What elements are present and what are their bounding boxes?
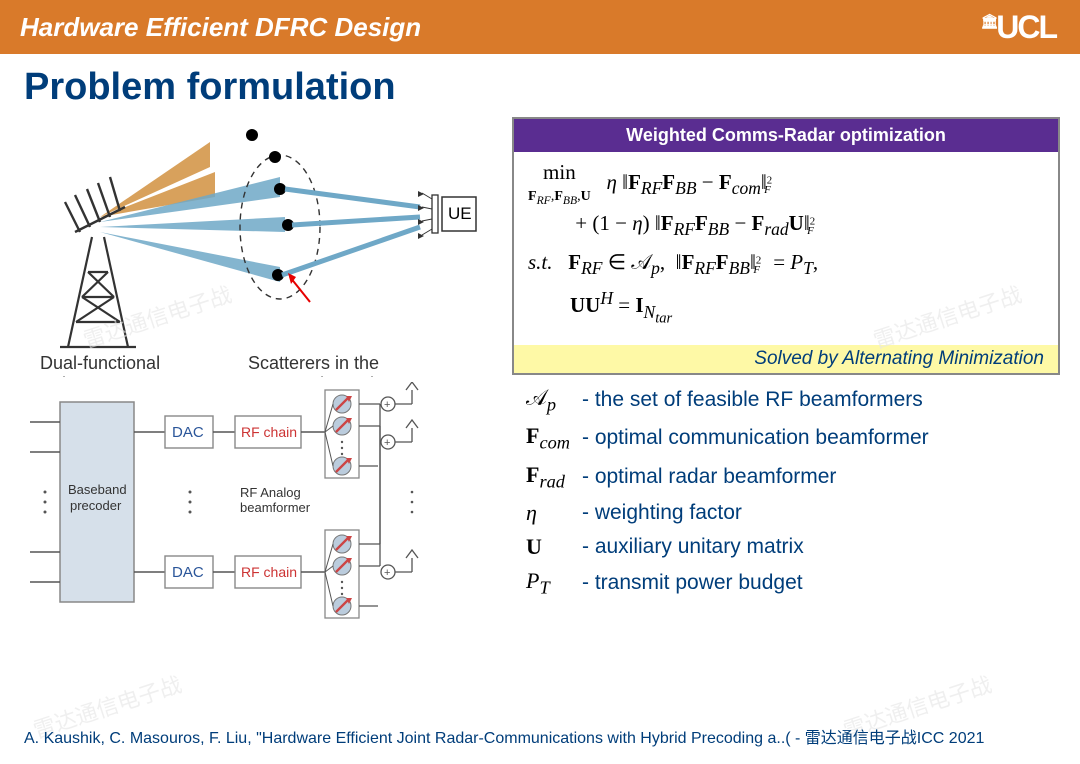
- def-txt: - the set of feasible RF beamformers: [582, 388, 923, 412]
- def-txt: - weighting factor: [582, 501, 742, 525]
- svg-text:Baseband: Baseband: [68, 482, 127, 497]
- def-txt: - transmit power budget: [582, 571, 803, 595]
- def-row: Frad- optimal radar beamformer: [512, 462, 1060, 492]
- def-row: η- weighting factor: [512, 500, 1060, 526]
- opt-line-4: UUH = INtar: [528, 284, 1044, 330]
- def-txt: - optimal communication beamformer: [582, 426, 929, 450]
- svg-text:+: +: [384, 567, 390, 579]
- header-title: Hardware Efficient DFRC Design: [20, 12, 421, 43]
- svg-text:Dual-functional: Dual-functional: [40, 353, 160, 373]
- def-row: U- auxiliary unitary matrix: [512, 534, 1060, 560]
- def-row: PT- transmit power budget: [512, 568, 1060, 598]
- math-column: Weighted Comms-Radar optimization minFRF…: [512, 117, 1060, 637]
- svg-text:precoder: precoder: [70, 498, 122, 513]
- def-txt: - auxiliary unitary matrix: [582, 535, 804, 559]
- def-sym: U: [512, 534, 582, 560]
- optimization-body: minFRF,FBB,U η ‖FRFFBB − Fcom‖2F + (1 − …: [514, 152, 1058, 341]
- svg-text:+: +: [384, 437, 390, 449]
- def-sym: PT: [512, 568, 582, 598]
- system-diagram: UE: [20, 117, 500, 377]
- def-sym: Frad: [512, 462, 582, 492]
- svg-text:UE: UE: [448, 204, 472, 223]
- citation: A. Kaushik, C. Masouros, F. Liu, "Hardwa…: [24, 729, 1056, 750]
- svg-text:RF chain: RF chain: [241, 424, 297, 440]
- svg-text:RF chain: RF chain: [241, 564, 297, 580]
- svg-text:radar-comms BS: radar-comms BS: [40, 374, 175, 377]
- optimization-header: Weighted Comms-Radar optimization: [514, 119, 1058, 152]
- svg-text:RF Analog: RF Analog: [240, 485, 301, 500]
- optimization-box: Weighted Comms-Radar optimization minFRF…: [512, 117, 1060, 375]
- opt-line-3: s.t. FRF ∈ 𝒜p, ‖FRFFBB‖2F = PT,: [528, 245, 1044, 284]
- solved-note: Solved by Alternating Minimization: [514, 345, 1058, 373]
- opt-line-2: + (1 − η) ‖FRFFBB − FradU‖2F: [528, 206, 1044, 245]
- block-diagram: Baseband precoder DAC DAC RF chain RF ch…: [20, 382, 500, 632]
- def-sym: η: [512, 500, 582, 526]
- ucl-logo: 🏛UCL: [980, 9, 1056, 46]
- def-row: 𝒜p- the set of feasible RF beamformers: [512, 385, 1060, 415]
- svg-text:comms channel: comms channel: [248, 374, 374, 377]
- def-row: Fcom- optimal communication beamformer: [512, 423, 1060, 453]
- diagram-column: UE: [20, 117, 500, 637]
- svg-text:DAC: DAC: [172, 564, 204, 581]
- opt-line-1: minFRF,FBB,U η ‖FRFFBB − Fcom‖2F: [528, 162, 1044, 206]
- svg-text:beamformer: beamformer: [240, 500, 311, 515]
- svg-text:DAC: DAC: [172, 424, 204, 441]
- def-sym: 𝒜p: [512, 385, 582, 415]
- section-title: Problem formulation: [24, 66, 1080, 109]
- def-txt: - optimal radar beamformer: [582, 465, 836, 489]
- svg-text:Scatterers in the: Scatterers in the: [248, 353, 379, 373]
- slide-header: Hardware Efficient DFRC Design 🏛UCL: [0, 0, 1080, 54]
- svg-text:+: +: [384, 399, 390, 411]
- definitions-list: 𝒜p- the set of feasible RF beamformers F…: [512, 385, 1060, 599]
- def-sym: Fcom: [512, 423, 582, 453]
